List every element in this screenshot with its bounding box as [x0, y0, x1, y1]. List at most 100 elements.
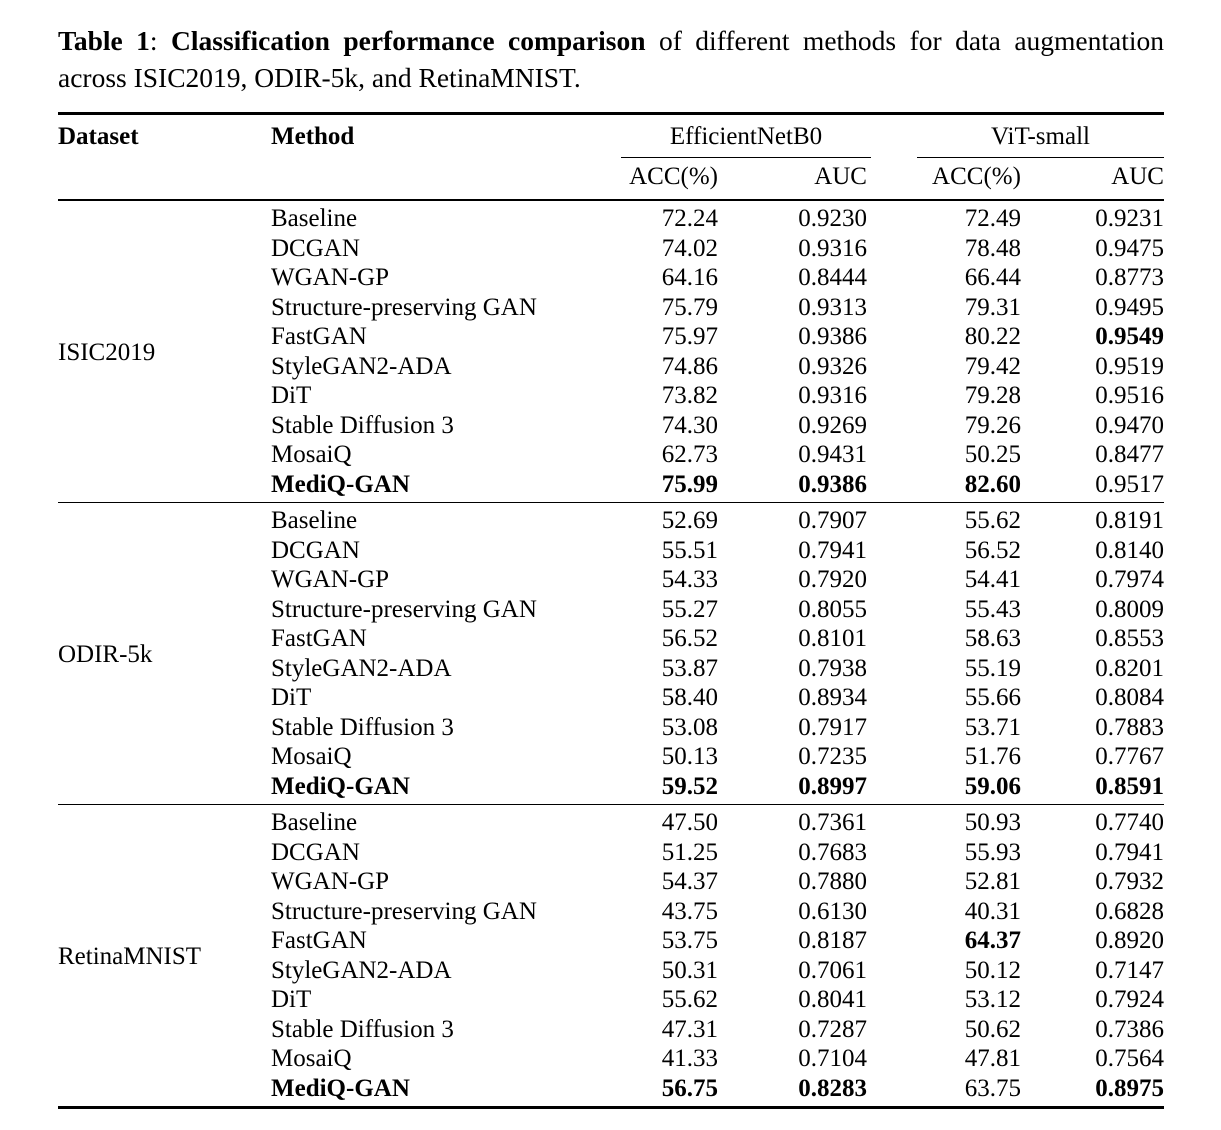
col-group-efficientnetb0: EfficientNetB0 [621, 114, 871, 158]
value-cell: 50.31 [661, 956, 719, 984]
value-cell: 0.8140 [1095, 536, 1164, 564]
method-cell: Stable Diffusion 3 [271, 1015, 454, 1043]
value-cell: 75.79 [661, 293, 719, 321]
table-row: ISIC2019 Baseline 72.24 0.9230 72.49 0.9231 [58, 200, 1164, 366]
value-cell: 47.31 [661, 1015, 719, 1043]
col-header-dataset: Dataset [58, 113, 271, 201]
table-caption: Table 1: Classification performance comp… [58, 22, 1164, 96]
table-row: Structure-preserving GAN 55.27 0.8055 55.43… [58, 595, 1164, 625]
value-cell: 0.9316 [798, 382, 867, 409]
group-label-vit-small: ViT-small [916, 123, 1164, 158]
value-cell: 55.27 [661, 595, 719, 623]
method-cell: MosaiQ [271, 441, 352, 468]
value-cell: 59.06 [964, 772, 1021, 800]
method-cell: MediQ-GAN [271, 470, 410, 498]
table-row: DCGAN 74.02 0.9316 78.48 0.9475 [58, 234, 1164, 264]
table-body: ISIC2019 Baseline 72.24 0.9230 72.49 0.9231 DC… [58, 200, 1164, 1108]
value-cell: 66.44 [964, 264, 1021, 291]
method-cell: FastGAN [271, 323, 367, 350]
caption-label: Table 1 [58, 25, 150, 56]
value-cell: 0.8477 [1095, 441, 1164, 468]
value-cell: 0.9269 [798, 411, 867, 439]
table-row: DiT 58.40 0.8934 55.66 0.8084 [58, 683, 1164, 713]
value-cell: 0.8191 [1024, 502, 1164, 536]
value-cell: 47.81 [964, 1045, 1021, 1072]
table-row: WGAN-GP 54.37 0.7880 52.81 0.7932 [58, 867, 1164, 897]
value-cell: 0.6130 [798, 897, 867, 925]
method-cell: DCGAN [271, 838, 360, 866]
table-row: StyleGAN2-ADA 50.31 0.7061 50.12 0.7147 [58, 956, 1164, 986]
value-cell: 0.7287 [798, 1015, 867, 1043]
value-cell: 0.8553 [1095, 625, 1164, 652]
value-cell: 0.7920 [798, 566, 867, 593]
method-cell: MosaiQ [271, 743, 352, 770]
value-cell: 55.93 [964, 838, 1021, 866]
dataset-cell: ISIC2019 [58, 339, 156, 367]
value-cell: 55.66 [964, 684, 1021, 711]
value-cell: 47.50 [621, 804, 723, 838]
value-cell: 53.87 [661, 654, 719, 682]
value-cell: 0.9326 [798, 352, 867, 380]
value-cell: 79.31 [964, 293, 1021, 321]
method-cell: DCGAN [271, 234, 360, 262]
value-cell: 0.7740 [1024, 804, 1164, 838]
value-cell: 53.08 [661, 713, 719, 741]
value-cell: 0.7683 [798, 838, 867, 866]
value-cell: 55.62 [870, 502, 1025, 536]
table-row: MosaiQ 62.73 0.9431 50.25 0.8477 [58, 440, 1164, 470]
method-cell: DiT [271, 986, 312, 1013]
caption-colon: : [149, 25, 172, 56]
value-cell: 0.9495 [1095, 293, 1164, 321]
value-cell: 53.12 [964, 986, 1021, 1013]
value-cell: 0.9316 [798, 234, 867, 262]
col-header-method: Method [271, 113, 622, 201]
value-cell: 75.97 [661, 323, 719, 350]
table-row: RetinaMNIST Baseline 47.50 0.7361 50.93 0.774… [58, 804, 1164, 1108]
value-cell: 79.26 [964, 411, 1021, 439]
value-cell: 74.30 [661, 411, 719, 439]
value-cell: 50.12 [964, 956, 1021, 984]
value-cell: 50.13 [661, 743, 719, 770]
table-row: ODIR-5k Baseline 52.69 0.7907 55.62 0.8191 [58, 502, 1164, 805]
value-cell: 0.8444 [798, 264, 867, 291]
method-cell: Structure-preserving GAN [271, 595, 537, 623]
table-row: MediQ-GAN 56.75 0.8283 63.75 0.8975 [58, 1074, 1164, 1108]
value-cell: 0.7235 [798, 743, 867, 770]
value-cell: 0.9549 [1095, 323, 1164, 350]
table-row: Stable Diffusion 3 53.08 0.7917 53.71 0.7883 [58, 713, 1164, 743]
value-cell: 64.16 [661, 264, 719, 291]
value-cell: 80.22 [964, 323, 1021, 350]
header-sub-row: ACC(%) AUC ACC(%) AUC [58, 158, 1164, 201]
method-cell: WGAN-GP [271, 868, 390, 895]
value-cell: 0.7361 [722, 804, 871, 838]
table-row: Stable Diffusion 3 74.30 0.9269 79.26 0.9470 [58, 411, 1164, 441]
value-cell: 0.8009 [1095, 595, 1164, 623]
method-cell: Baseline [271, 502, 622, 536]
value-cell: 54.33 [661, 566, 719, 593]
value-cell: 0.9313 [798, 293, 867, 321]
caption-emphasis: Classification performance comparison [171, 25, 646, 56]
value-cell: 54.41 [964, 566, 1021, 593]
value-cell: 0.9230 [798, 205, 867, 232]
value-cell: 0.9470 [1095, 411, 1164, 439]
method-cell: WGAN-GP [271, 566, 390, 593]
value-cell: 0.8283 [798, 1074, 867, 1102]
value-cell: 43.75 [661, 897, 719, 925]
value-cell: 54.37 [661, 868, 719, 895]
value-cell: 50.62 [964, 1015, 1021, 1043]
value-cell: 0.7932 [1095, 868, 1164, 895]
value-cell: 0.9519 [1095, 352, 1164, 380]
value-cell: 50.93 [870, 804, 1025, 838]
method-cell: StyleGAN2-ADA [271, 654, 452, 682]
value-cell: 0.9386 [798, 470, 867, 498]
method-cell: MediQ-GAN [271, 1074, 410, 1102]
value-cell: 55.43 [964, 595, 1021, 623]
value-cell: 52.69 [621, 502, 723, 536]
value-cell: 0.7386 [1095, 1015, 1164, 1043]
value-cell: 0.9517 [1095, 470, 1164, 498]
table-row: Structure-preserving GAN 75.79 0.9313 79.31… [58, 293, 1164, 323]
method-cell: WGAN-GP [271, 264, 390, 291]
value-cell: 64.37 [964, 927, 1021, 954]
value-cell: 0.7941 [1095, 838, 1164, 866]
